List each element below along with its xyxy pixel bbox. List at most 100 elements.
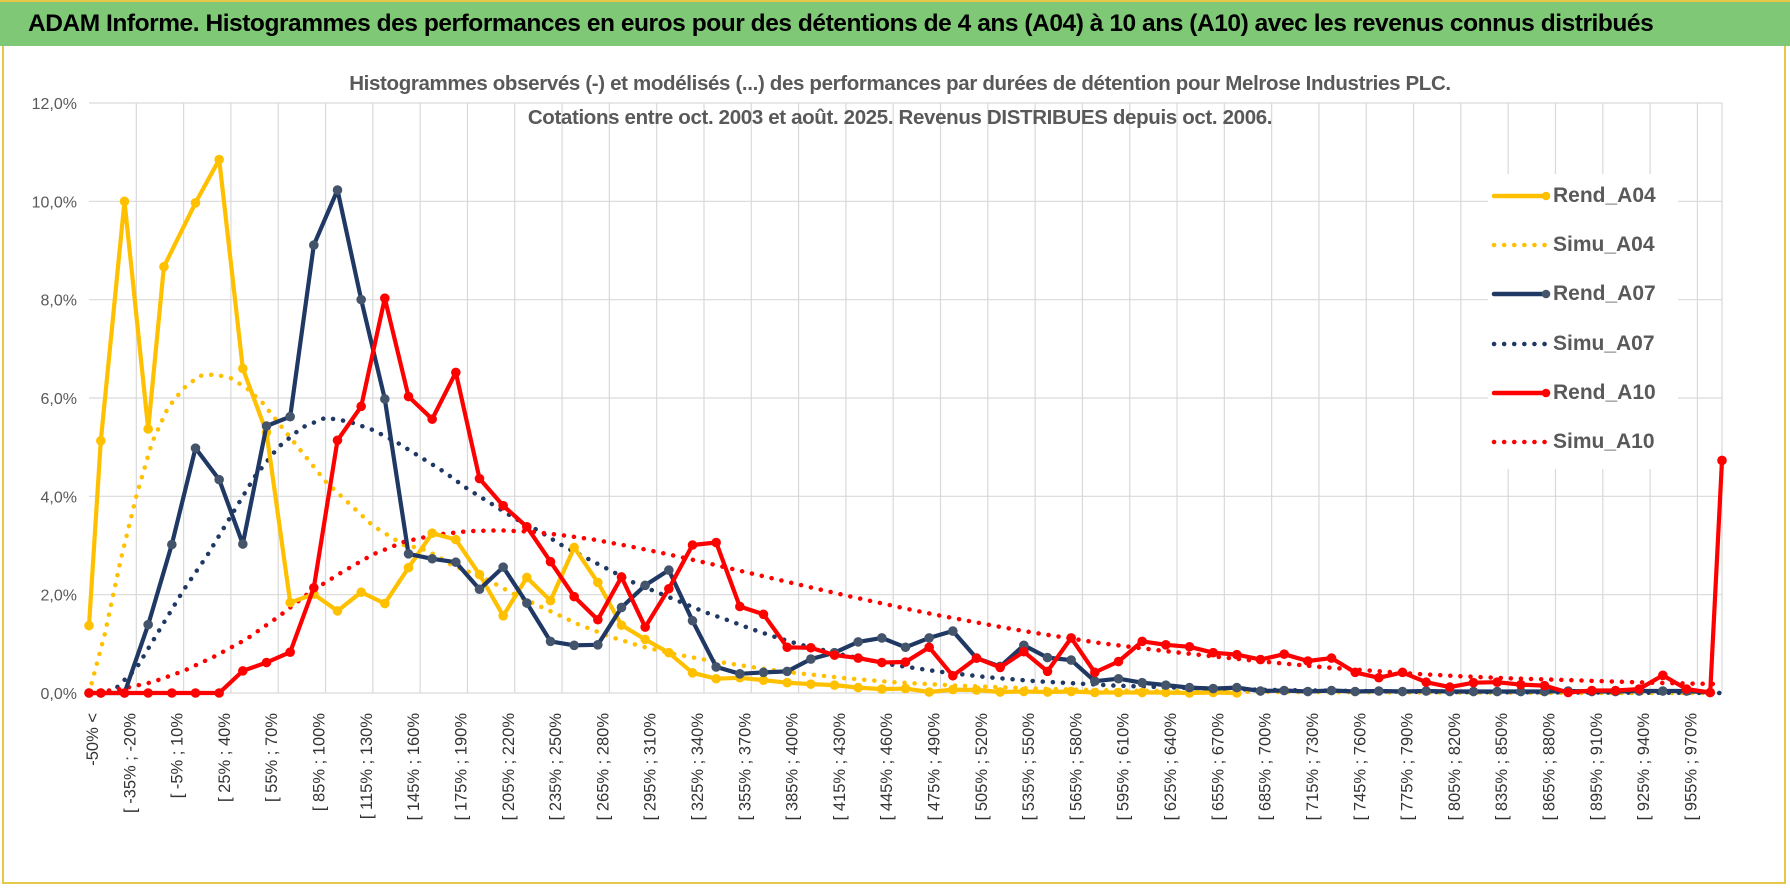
data-point-rend_a04 [1113, 687, 1124, 698]
data-point-rend_a10 [498, 500, 508, 511]
legend-label: Rend_A07 [1553, 282, 1656, 306]
x-tick-label: [ 475% ; 490% [926, 713, 944, 821]
data-point-rend_a10 [403, 391, 414, 402]
data-point-rend_a10 [285, 647, 295, 657]
data-point-rend_a07 [190, 443, 201, 453]
legend-item-simu_a04: Simu_A04 [1488, 223, 1678, 272]
chart-legend: Rend_A04 Simu_A04 Rend_A07 Simu_A07 Rend_A10… [1488, 174, 1678, 470]
data-point-rend_a10 [687, 540, 698, 550]
data-point-rend_a07 [948, 626, 958, 636]
data-point-rend_a04 [948, 684, 958, 695]
data-point-rend_a10 [806, 642, 816, 653]
legend-label: Simu_A07 [1553, 331, 1655, 355]
data-point-rend_a10 [522, 522, 532, 532]
x-tick-label: [ 145% ; 160% [405, 713, 423, 821]
data-point-rend_a10 [971, 653, 982, 663]
x-tick-label: [ 955% ; 970% [1682, 713, 1700, 821]
data-point-rend_a04 [640, 634, 650, 645]
data-point-rend_a07 [1374, 686, 1384, 696]
data-point-rend_a10 [924, 642, 934, 653]
data-point-rend_a10 [1705, 687, 1715, 698]
data-point-rend_a10 [1681, 684, 1692, 694]
data-point-rend_a04 [1090, 687, 1100, 698]
legend-label: Simu_A10 [1553, 429, 1655, 453]
x-tick-label: [ 55% ; 70% [263, 713, 281, 802]
data-point-rend_a07 [569, 640, 579, 651]
legend-swatch [1491, 290, 1551, 299]
x-tick-label: [ 775% ; 790% [1399, 713, 1417, 821]
data-point-rend_a10 [332, 435, 343, 446]
data-point-rend_a07 [451, 557, 461, 568]
data-point-rend_a07 [758, 667, 769, 678]
data-point-rend_a10 [948, 670, 958, 681]
data-point-rend_a07 [782, 666, 792, 677]
data-point-rend_a04 [96, 435, 106, 446]
x-tick-label: [ 295% ; 310% [642, 713, 660, 821]
y-tick-label: 0,0% [41, 686, 77, 703]
data-point-rend_a04 [159, 261, 169, 272]
data-point-rend_a04 [403, 562, 414, 573]
data-point-rend_a07 [1255, 686, 1266, 696]
data-point-rend_a07 [1066, 655, 1076, 665]
y-tick-label: 4,0% [41, 489, 77, 506]
data-point-rend_a07 [853, 637, 863, 647]
data-point-rend_a07 [285, 411, 295, 422]
data-point-rend_a04 [687, 668, 698, 678]
data-point-rend_a07 [1658, 686, 1668, 696]
data-point-rend_a04 [356, 587, 366, 598]
chart-subtitle: Cotations entre oct. 2003 et août. 2025.… [527, 106, 1273, 129]
x-tick-label: [ 175% ; 190% [452, 713, 470, 821]
x-tick-label: [ 445% ; 460% [878, 713, 896, 821]
x-tick-label: [ 25% ; 40% [216, 713, 234, 802]
x-tick-label: [ 85% ; 100% [311, 713, 329, 811]
legend-item-rend_a07: Rend_A07 [1488, 272, 1678, 321]
data-point-rend_a10 [261, 657, 272, 668]
data-point-rend_a04 [214, 154, 224, 165]
legend-swatch [1491, 388, 1551, 398]
data-point-rend_a07 [1303, 686, 1313, 697]
x-tick-label: [ 685% ; 700% [1257, 713, 1275, 821]
data-point-rend_a10 [84, 688, 94, 698]
data-point-rend_a10 [1350, 667, 1360, 678]
x-tick-label: [ 505% ; 520% [973, 713, 991, 821]
data-point-rend_a10 [1255, 654, 1266, 665]
data-point-rend_a04 [829, 680, 840, 690]
data-point-rend_a07 [474, 584, 485, 595]
data-point-rend_a04 [285, 597, 295, 608]
x-tick-label: [ 835% ; 850% [1493, 713, 1511, 821]
data-point-rend_a07 [616, 602, 627, 613]
y-tick-label: 8,0% [41, 293, 77, 310]
legend-label: Rend_A04 [1553, 184, 1656, 207]
data-point-rend_a10 [782, 642, 792, 653]
data-point-rend_a04 [853, 682, 863, 693]
data-point-rend_a04 [664, 647, 674, 658]
x-tick-label: [ 865% ; 880% [1540, 713, 1558, 821]
data-point-rend_a07 [1350, 686, 1360, 697]
data-point-rend_a10 [1658, 670, 1668, 681]
data-point-rend_a04 [758, 675, 769, 686]
data-point-rend_a07 [427, 553, 437, 564]
data-point-rend_a04 [332, 606, 343, 616]
data-point-rend_a04 [1066, 686, 1076, 697]
data-point-rend_a10 [616, 572, 627, 582]
data-point-rend_a10 [640, 622, 650, 632]
data-point-rend_a04 [143, 424, 153, 434]
data-point-rend_a04 [877, 684, 887, 694]
data-point-rend_a04 [1137, 687, 1147, 698]
x-tick-label: -50% < [84, 713, 102, 766]
data-point-rend_a07 [143, 619, 153, 630]
data-point-rend_a10 [143, 688, 153, 698]
data-point-rend_a10 [1516, 679, 1526, 690]
data-point-rend_a10 [569, 591, 579, 602]
x-tick-label: [ 895% ; 910% [1588, 713, 1606, 821]
data-point-rend_a07 [309, 240, 319, 250]
header-title: ADAM Informe. Histogrammes des performan… [28, 10, 1654, 37]
x-tick-label: [ 415% ; 430% [831, 713, 849, 821]
data-point-rend_a07 [1208, 683, 1218, 694]
data-point-rend_a10 [356, 401, 366, 412]
data-point-rend_a04 [616, 620, 627, 630]
x-tick-label: [ 235% ; 250% [547, 713, 565, 821]
x-tick-label: [ 265% ; 280% [594, 713, 612, 821]
data-point-rend_a07 [687, 615, 698, 626]
